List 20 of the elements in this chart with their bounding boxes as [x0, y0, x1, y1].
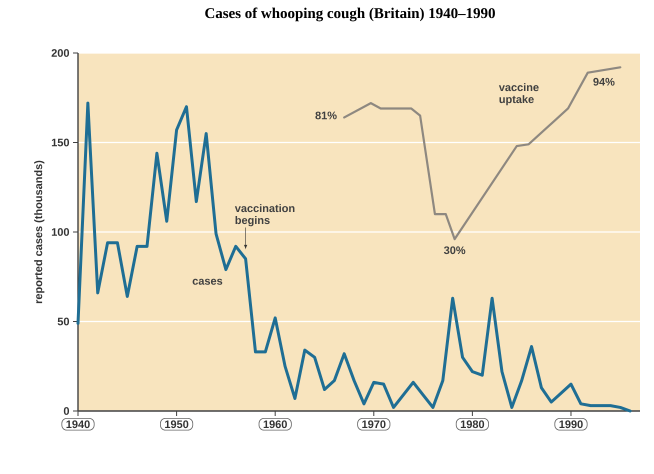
- x-tick-label: 1970: [362, 420, 386, 428]
- line-series: [343, 66, 622, 240]
- annotation: vaccine uptake: [498, 83, 539, 106]
- x-tick-label: 1980: [460, 420, 484, 428]
- y-axis-title: reported cases (thousands): [34, 160, 44, 304]
- y-tick-label: 200: [52, 49, 70, 57]
- y-tick-label: 50: [58, 318, 70, 326]
- annotation: 94%: [593, 78, 615, 86]
- x-tick-label: 1960: [264, 420, 287, 428]
- x-tick-label: 1990: [559, 420, 583, 428]
- annotation: vaccination begins: [234, 204, 294, 226]
- annotation: 30%: [444, 246, 466, 254]
- x-tick-label: 1950: [165, 420, 188, 428]
- chart-title: Cases of whooping cough (Britain) 1940–1990: [205, 8, 495, 22]
- annotation: 81%: [315, 112, 337, 120]
- y-tick-label: 100: [52, 228, 70, 236]
- y-tick-label: 150: [52, 138, 70, 146]
- y-tick-label: 0: [64, 407, 70, 415]
- x-tick-label: 1940: [66, 420, 90, 428]
- annotation: cases: [192, 278, 222, 285]
